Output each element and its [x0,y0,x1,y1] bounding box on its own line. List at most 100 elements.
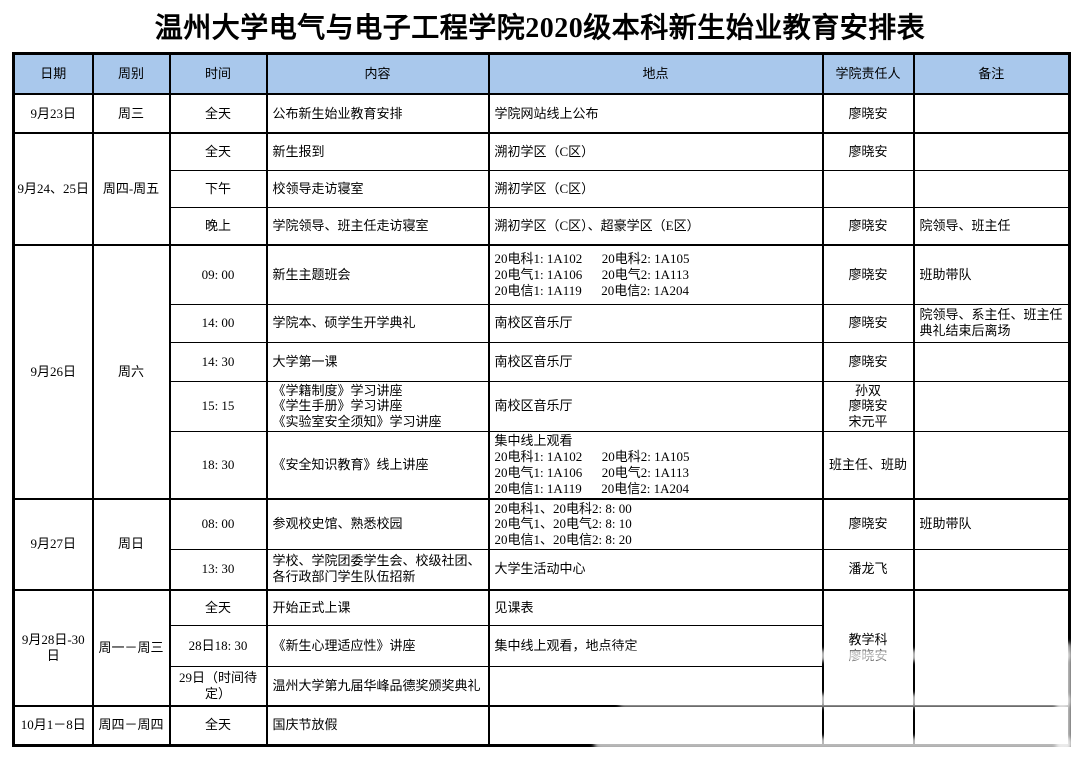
table-row: 14: 00 学院本、硕学生开学典礼 南校区音乐厅 廖晓安 院领导、系主任、班主… [14,303,1071,343]
schedule-table: 日期 周别 时间 内容 地点 学院责任人 备注 9月23日 周三 全天 公布新生… [12,52,1071,748]
table-row: 9月24、25日 周四-周五 全天 新生报到 溯初学区（C区） 廖晓安 [12,132,1071,246]
note-cell [912,93,1071,134]
time-cell: 14: 00 [168,303,268,343]
week-cell: 周三 [91,93,171,134]
week-cell: 周四-周五 [91,132,171,246]
content-cell: 《学籍制度》学习讲座 《学生手册》学习讲座 《实验室安全须知》学习讲座 [265,380,490,433]
date-cell: 9月28日-30日 [12,588,94,707]
header-owner: 学院责任人 [821,53,915,95]
location-cell: 20电科1: 1A102 20电科2: 1A105 20电气1: 1A106 2… [487,244,824,305]
location-cell: 学院网站线上公布 [487,93,824,134]
content-cell: 大学第一课 [265,341,490,382]
week-cell: 周六 [91,244,171,500]
time-cell: 08: 00 [168,497,268,551]
week-cell: 周一－周三 [91,588,171,707]
owner-cell [821,704,915,747]
table-row: 下午 校领导走访寝室 溯初学区（C区） [14,169,1071,208]
date-cell: 9月23日 [12,93,94,134]
time-cell: 下午 [168,169,268,208]
content-cell: 学院领导、班主任走访寝室 [265,206,490,246]
week-cell: 周四－周四 [91,704,171,747]
owner-cell: 孙双 廖晓安 宋元平 [821,380,915,433]
note-cell [912,549,1071,591]
location-cell: 南校区音乐厅 [487,303,824,343]
note-cell [912,704,1071,747]
time-cell: 全天 [168,704,268,747]
table-row: 9月27日 周日 08: 00 参观校史馆、熟悉校园 20电科1、20电科2: … [12,497,1071,591]
owner-cell: 廖晓安 [821,341,915,382]
owner-cell: 潘龙飞 [821,549,915,591]
date-cell: 9月27日 [12,497,94,591]
time-cell: 全天 [168,588,268,627]
header-time: 时间 [168,53,268,95]
content-cell: 新生报到 [265,132,490,171]
note-cell [912,431,1071,500]
content-cell: 温州大学第九届华峰品德奖颁奖典礼 [265,666,490,707]
owner-cell: 教学科 廖晓安 [821,588,915,707]
header-date: 日期 [12,53,94,95]
location-cell: 溯初学区（C区） [487,169,824,208]
content-cell: 参观校史馆、熟悉校园 [265,497,490,551]
note-cell [912,132,1071,171]
header-row: 日期 周别 时间 内容 地点 学院责任人 备注 [12,53,1071,95]
note-cell: 班助带队 [912,244,1071,305]
location-cell: 20电科1、20电科2: 8: 00 20电气1、20电气2: 8: 10 20… [487,497,824,551]
location-cell: 集中线上观看 20电科1: 1A102 20电科2: 1A105 20电气1: … [487,431,824,500]
page-title: 温州大学电气与电子工程学院2020级本科新生始业教育安排表 [154,13,926,44]
location-cell: 溯初学区（C区） [487,132,824,171]
header-content: 内容 [265,53,490,95]
owner-cell: 廖晓安 [821,132,915,171]
location-cell [487,666,824,707]
date-cell: 10月1－8日 [12,704,94,747]
location-cell: 南校区音乐厅 [487,341,824,382]
owner-cell: 班主任、班助 [821,431,915,500]
content-cell: 学院本、硕学生开学典礼 [265,303,490,343]
owner-cell: 廖晓安 [821,303,915,343]
week-cell: 周日 [91,497,171,591]
content-cell: 校领导走访寝室 [265,169,490,208]
content-cell: 学校、学院团委学生会、校级社团、各行政部门学生队伍招新 [265,549,490,591]
table-row: 28日18: 30 《新生心理适应性》讲座 集中线上观看，地点待定 [14,625,1070,668]
table-row: 晚上 学院领导、班主任走访寝室 溯初学区（C区）、超豪学区（E区） 廖晓安 院领… [14,206,1071,246]
location-cell: 见课表 [487,588,824,627]
owner-cell: 廖晓安 [821,497,915,551]
time-cell: 14: 30 [168,341,268,382]
content-cell: 公布新生始业教育安排 [265,93,490,134]
owner-cell: 廖晓安 [821,206,915,246]
time-cell: 全天 [168,93,268,134]
location-cell: 南校区音乐厅 [487,380,824,433]
note-cell: 院领导、班主任 [912,206,1071,246]
time-cell: 28日18: 30 [168,625,268,668]
table-row: 9月28日-30日 周一－周三 全天 开始正式上课 见课表 教学科 廖晓安 [12,588,1071,707]
content-cell: 《新生心理适应性》讲座 [265,625,490,668]
time-cell: 晚上 [168,206,268,246]
content-cell: 开始正式上课 [265,588,490,627]
note-cell [912,588,1071,707]
note-cell: 院领导、系主任、班主任 典礼结束后离场 [912,303,1071,343]
note-cell: 班助带队 [912,497,1071,551]
table-row: 9月23日 周三 全天 公布新生始业教育安排 学院网站线上公布 廖晓安 [12,93,1071,134]
time-cell: 29日（时间待定） [168,666,268,707]
time-cell: 09: 00 [168,244,268,305]
table-row: 9月26日 周六 09: 00 新生主题班会 20电科1: 1A102 20电科… [12,244,1071,500]
table-row: 14: 30 大学第一课 南校区音乐厅 廖晓安 [14,341,1071,382]
owner-cell: 廖晓安 [821,244,915,305]
location-cell: 集中线上观看，地点待定 [487,625,824,668]
table-row: 10月1－8日 周四－周四 全天 国庆节放假 [12,704,1071,747]
note-cell [912,380,1071,433]
date-cell: 9月24、25日 [12,132,94,246]
content-cell: 《安全知识教育》线上讲座 [265,431,490,500]
time-cell: 13: 30 [168,549,268,591]
time-cell: 全天 [168,132,268,171]
table-row: 13: 30 学校、学院团委学生会、校级社团、各行政部门学生队伍招新 大学生活动… [14,549,1071,591]
date-cell: 9月26日 [12,244,94,500]
owner-cell [821,169,915,208]
content-cell: 国庆节放假 [265,704,490,747]
time-cell: 18: 30 [168,431,268,500]
header-location: 地点 [487,53,824,95]
owner-cell: 廖晓安 [821,93,915,134]
content-cell: 新生主题班会 [265,244,490,305]
location-cell: 溯初学区（C区）、超豪学区（E区） [487,206,824,246]
header-note: 备注 [912,53,1071,95]
